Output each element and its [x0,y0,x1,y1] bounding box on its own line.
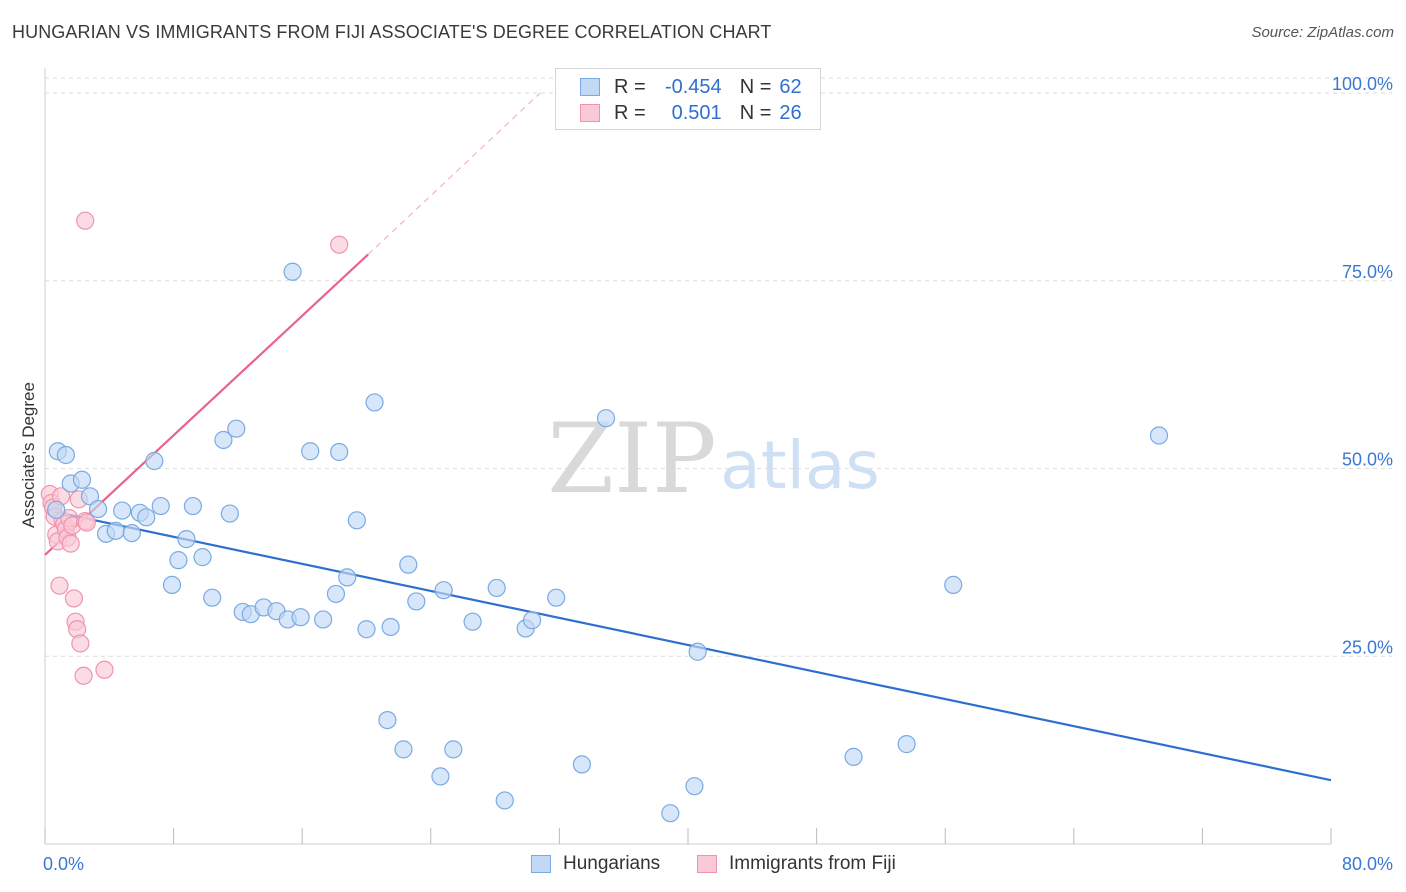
legend-swatch-hungarians [531,855,551,873]
n-label: N = [739,75,772,98]
fiji-point [330,235,349,254]
r-label: R = [614,75,646,98]
x-tick-label: 80.0% [1342,854,1393,874]
hungarians-point [1149,426,1169,445]
hungarians-point [572,755,592,774]
hungarians-point [522,611,542,630]
hungarians-point [434,581,453,600]
hungarians-point [291,608,310,627]
hungarians-point [283,262,302,281]
hungarians-point [487,578,506,598]
hungarians-point [169,551,188,570]
hungarians-point [301,442,320,461]
hungarians-point [365,393,384,412]
y-tick-label: 50.0% [1342,450,1393,470]
n-value: 62 [779,75,802,98]
hungarians-point [661,804,680,823]
r-value: 0.501 [671,101,722,124]
fiji-point [71,634,90,653]
y-axis-label: Associate's Degree [19,382,38,528]
hungarians-point [685,777,704,796]
source-label: Source: ZipAtlas.com [1251,24,1394,41]
y-tick-label: 100.0% [1332,74,1393,94]
hungarians-point [381,617,400,637]
hungarians-point [214,430,233,450]
stats-row-hungarians: R = -0.454 N = 62 [580,74,802,100]
hungarians-point [113,501,132,520]
n-label: N = [739,101,772,124]
hungarians-point [177,530,196,549]
hungarians-point [122,523,141,543]
watermark-atlas: atlas [720,427,880,504]
legend-label-hungarians: Hungarians [563,853,661,874]
hungarians-point [399,555,418,574]
hungarians-swatch [580,78,600,96]
series-hungarians-points [47,262,1169,823]
hungarians-point [897,735,916,754]
hungarians-point [145,451,164,471]
fiji-point [61,534,80,553]
r-label: R = [614,101,646,124]
hungarians-point [193,548,212,567]
hungarians-point [338,568,357,587]
hungarians-point [688,642,707,661]
hungarians-point [596,409,616,428]
legend-item-fiji[interactable]: Immigrants from Fiji [697,852,896,876]
legend-item-hungarians[interactable]: Hungarians [531,852,660,876]
hungarians-point [137,508,156,527]
legend-label-fiji: Immigrants from Fiji [729,853,896,874]
fiji-swatch [580,104,600,122]
y-tick-label: 75.0% [1342,262,1393,282]
axes [44,68,1332,845]
hungarians-point [407,592,426,611]
hungarians-point [88,499,108,519]
tick-labels: 25.0% 50.0% 75.0% 100.0% 0.0% 80.0% [43,74,1393,874]
hungarians-point [378,710,397,730]
hungarians-point [547,588,566,607]
hungarians-point [431,767,450,786]
hungarians-point [357,620,376,639]
hungarians-point [106,521,125,540]
hungarians-point [56,445,75,465]
r-value: -0.454 [664,75,722,98]
hungarians-point [72,470,92,489]
fiji-point [74,666,93,685]
stats-row-fiji: R = 0.501 N = 26 [580,100,802,126]
hungarians-point [444,740,463,759]
hungarians-point [162,575,182,595]
hungarians-point [330,442,349,462]
fiji-point [76,211,95,230]
hungarians-trend-line [44,508,1332,782]
legend-swatch-fiji [697,855,717,873]
watermark-zip: ZIP [547,403,716,515]
hungarians-point [326,584,346,604]
hungarians-point [463,612,482,631]
chart-title: HUNGARIAN VS IMMIGRANTS FROM FIJI ASSOCI… [12,22,772,42]
fiji-point [64,589,84,608]
hungarians-point [151,496,170,516]
hungarians-point [844,747,863,766]
fiji-trend-extension [367,92,541,255]
n-value: 26 [779,101,802,124]
hungarians-point [313,610,333,629]
hungarians-point [347,511,366,530]
x-tick-label: 0.0% [43,854,84,874]
hungarians-point [394,740,413,759]
hungarians-point [227,419,246,438]
fiji-point [95,660,114,679]
hungarians-point [495,791,514,810]
watermark: ZIP atlas [547,403,879,515]
hungarians-point [203,588,222,607]
hungarians-point [47,500,66,519]
hungarians-point [944,575,963,595]
fiji-point [50,576,69,595]
hungarians-point [183,496,202,516]
y-tick-label: 25.0% [1342,637,1393,657]
hungarians-point [220,504,239,523]
correlation-stats-box: R = -0.454 N = 62 R = 0.501 N = 26 [555,68,821,130]
fiji-point [77,513,96,532]
